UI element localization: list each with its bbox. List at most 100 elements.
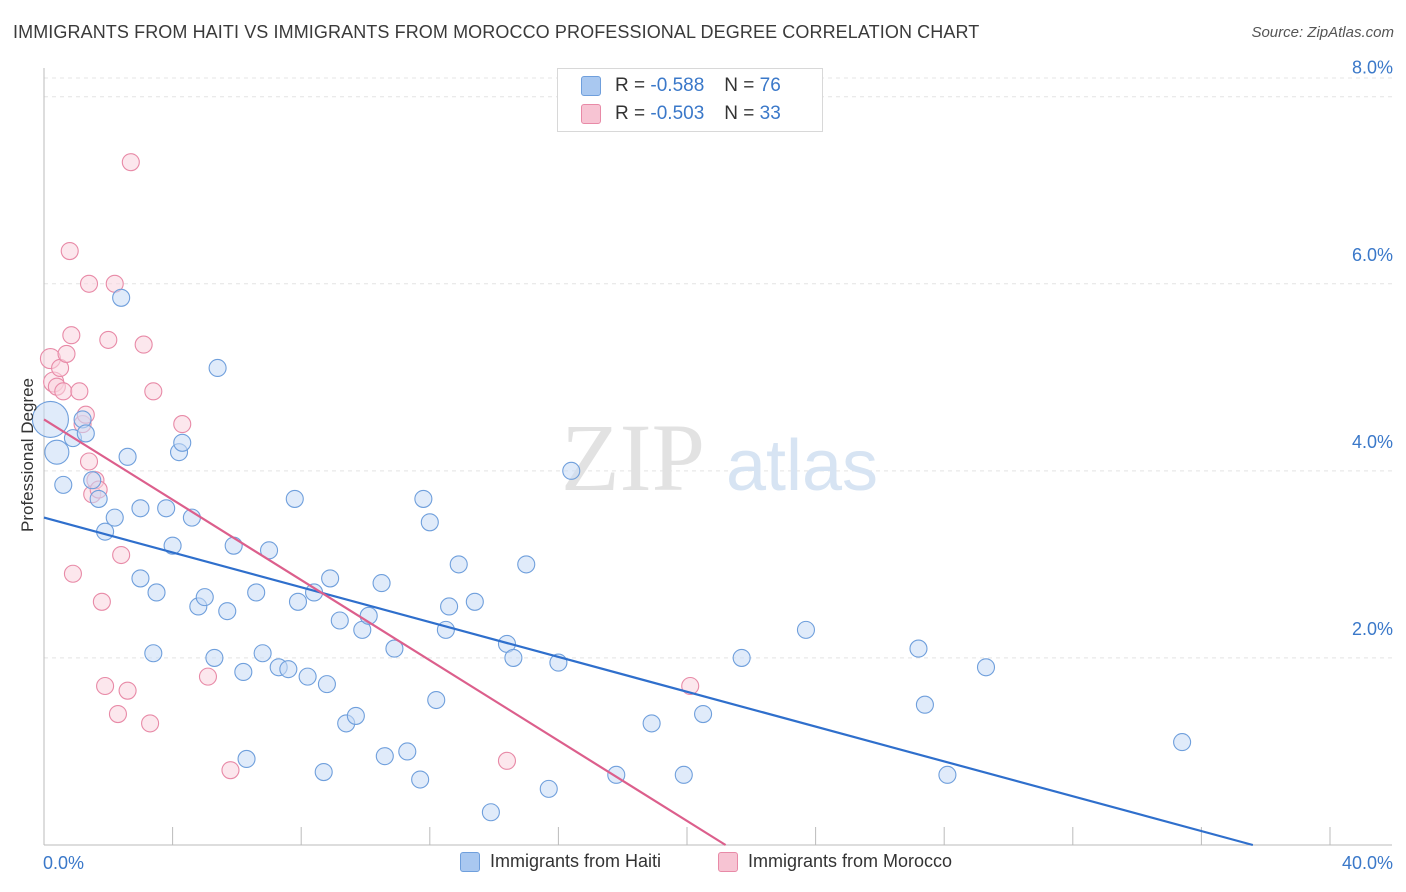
legend-item-haiti[interactable]: Immigrants from Haiti (460, 851, 661, 872)
legend-morocco-label: Immigrants from Morocco (748, 851, 953, 871)
morocco-point (112, 545, 131, 565)
haiti-point (481, 803, 500, 822)
haiti-point (674, 765, 693, 784)
haiti-point (163, 536, 182, 555)
haiti-point (76, 424, 95, 443)
haiti-point (234, 662, 253, 682)
morocco-point (62, 326, 81, 345)
haiti-point (205, 648, 224, 667)
watermark: ZIP atlas (561, 404, 878, 511)
haiti-point (314, 762, 333, 782)
haiti-point (449, 555, 468, 574)
haiti-point (411, 770, 430, 789)
haiti-point (279, 660, 298, 679)
legend-item-morocco[interactable]: Immigrants from Morocco (718, 851, 952, 872)
morocco-point (121, 153, 140, 172)
haiti-point (938, 765, 957, 784)
haiti-point (330, 611, 349, 630)
watermark-atlas: atlas (726, 426, 878, 506)
haiti-point (105, 508, 124, 527)
morocco-point (118, 681, 137, 700)
haiti-point (539, 779, 558, 798)
morocco-point (134, 335, 153, 354)
watermark-zip: ZIP (561, 404, 705, 511)
haiti-point (372, 574, 391, 593)
haiti-point (398, 742, 417, 761)
haiti-point (732, 648, 751, 667)
stats-row-haiti: R = -0.588 N = 76 (558, 72, 781, 100)
morocco-r-value: -0.503 (650, 103, 705, 124)
morocco-point (497, 751, 517, 770)
morocco-point (141, 714, 160, 733)
haiti-point (440, 597, 459, 616)
legend-haiti-label: Immigrants from Haiti (490, 851, 662, 871)
legend-haiti-swatch (460, 851, 480, 872)
haiti-point (218, 602, 237, 621)
haiti-point (288, 592, 308, 611)
haiti-point (157, 499, 176, 518)
y-tick-label: 4.0% (1352, 432, 1393, 452)
haiti-point (147, 583, 166, 602)
legend-morocco-swatch (718, 851, 738, 872)
haiti-point (321, 569, 340, 588)
haiti-point (375, 747, 394, 766)
morocco-point (57, 344, 76, 363)
haiti-n-label: N = (724, 75, 755, 96)
morocco-point (99, 330, 118, 349)
haiti-point (504, 648, 523, 667)
haiti-r-label: R = (615, 75, 646, 96)
x-tick-label-max: 40.0% (1342, 853, 1393, 873)
haiti-point (909, 639, 928, 658)
y-axis-label: Professional Degree (18, 377, 37, 533)
haiti-point (131, 499, 150, 518)
source-label: Source: ZipAtlas.com (1251, 24, 1394, 41)
x-tick-label-min: 0.0% (43, 853, 84, 873)
haiti-point (173, 433, 192, 452)
haiti-point (1173, 733, 1192, 752)
haiti-r-value: -0.588 (650, 75, 705, 96)
axes (43, 68, 1392, 846)
morocco-point (63, 564, 82, 583)
series-haiti-points (31, 288, 1192, 822)
haiti-point (224, 536, 243, 555)
haiti-point (298, 667, 317, 686)
haiti-point (131, 569, 150, 588)
haiti-point (247, 583, 266, 602)
haiti-point (385, 639, 404, 658)
haiti-point (317, 675, 336, 694)
haiti-point (976, 658, 996, 677)
gridlines (44, 77, 1392, 659)
haiti-n-value: 76 (759, 75, 781, 96)
haiti-point (346, 706, 365, 725)
y-tick-label: 6.0% (1352, 245, 1393, 265)
stats-box: R = -0.588 N = 76 R = -0.503 N = 33 (557, 68, 823, 132)
haiti-point (144, 644, 163, 663)
morocco-point (144, 382, 163, 401)
haiti-point (285, 489, 304, 508)
trend-lines (43, 418, 1254, 847)
haiti-point (517, 555, 536, 574)
haiti-point (44, 439, 70, 465)
haiti-point (427, 690, 446, 710)
morocco-point (681, 676, 700, 696)
morocco-point (54, 382, 73, 401)
tick-labels: 2.0% 4.0% 6.0% 8.0% 0.0% 40.0% (43, 58, 1393, 873)
haiti-point (465, 592, 484, 611)
haiti-point (208, 358, 227, 378)
haiti-point (54, 475, 73, 494)
morocco-point (96, 676, 115, 696)
morocco-trend-line (43, 418, 727, 846)
haiti-point (562, 461, 581, 480)
morocco-point (173, 415, 192, 434)
y-tick-label: 8.0% (1352, 58, 1393, 78)
haiti-point (915, 695, 934, 714)
morocco-n-value: 33 (759, 103, 781, 124)
stats-row-morocco: R = -0.503 N = 33 (558, 100, 781, 128)
y-tick-label: 2.0% (1352, 619, 1393, 639)
series-morocco-points (39, 153, 700, 780)
haiti-swatch (581, 76, 601, 96)
morocco-point (221, 761, 240, 780)
morocco-point (60, 241, 79, 261)
haiti-point (83, 471, 102, 490)
morocco-point (79, 452, 99, 471)
